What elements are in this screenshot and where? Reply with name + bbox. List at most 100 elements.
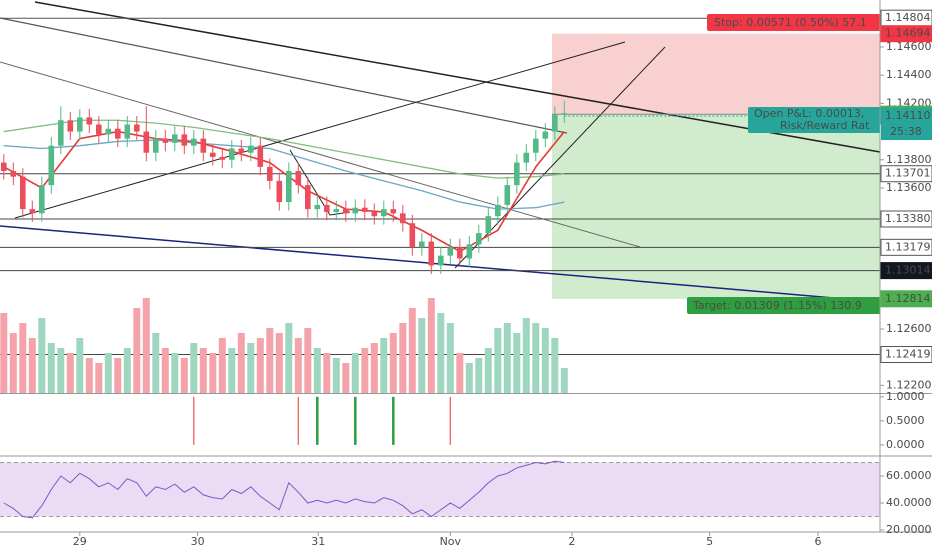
y-tick-label: 20.0000 — [886, 523, 932, 536]
candle-body — [552, 114, 558, 132]
candle-body — [447, 247, 454, 256]
volume-bar — [171, 353, 179, 393]
candle-body — [438, 255, 444, 266]
volume-bar — [275, 333, 283, 393]
candle-body — [485, 216, 492, 234]
candle-body — [39, 185, 45, 214]
level-label: 1.14110 — [885, 109, 931, 122]
volume-bar — [313, 348, 321, 393]
candle-body — [371, 211, 378, 217]
candle-body — [495, 204, 501, 217]
moving-average — [3, 139, 565, 210]
volume-bar — [256, 338, 264, 393]
volume-bar — [370, 343, 378, 393]
volume-bar — [85, 358, 93, 393]
candle-body — [48, 145, 55, 186]
volume-bar — [541, 328, 549, 393]
volume-bar — [209, 353, 217, 393]
x-tick-label: 6 — [814, 535, 821, 548]
candle-body — [504, 185, 511, 205]
volume-bar — [247, 343, 255, 393]
pnl-label-box — [748, 107, 880, 133]
candle-body — [77, 117, 83, 132]
volume-bar — [484, 348, 492, 393]
volume-bar — [114, 358, 122, 393]
stop-label-box — [707, 14, 880, 31]
volume-bar — [475, 358, 483, 393]
level-label-box — [880, 165, 932, 183]
candle-body — [248, 145, 254, 153]
x-tick-label: Nov — [440, 535, 462, 548]
volume-bar — [551, 338, 559, 393]
volume-bar — [380, 338, 388, 393]
level-label: 1.12814 — [885, 292, 931, 305]
background — [0, 33, 880, 517]
candle-body — [229, 148, 235, 160]
candle-body — [10, 171, 17, 177]
volume-bar — [228, 348, 236, 393]
volume-bar — [123, 348, 131, 393]
candle-body — [29, 209, 36, 214]
candle-body — [210, 152, 216, 157]
y-tick-label: 1.13800 — [886, 153, 932, 166]
candle-body — [333, 209, 340, 212]
candle-body — [523, 152, 530, 163]
volume-bar — [560, 368, 568, 393]
x-tick-label: 5 — [706, 535, 713, 548]
level-label-box — [880, 290, 932, 308]
candle-body — [286, 171, 292, 203]
volume-bar — [408, 308, 416, 393]
candle-body — [200, 138, 207, 153]
volume-bar — [503, 323, 511, 393]
level-label-box — [880, 346, 932, 364]
candle-body — [352, 207, 359, 214]
countdown: 25:38 — [890, 125, 922, 138]
volume-bar — [47, 343, 55, 393]
candle-body — [153, 138, 159, 153]
candle-body — [381, 209, 387, 217]
volume-bar — [9, 333, 17, 393]
x-tick-label: 31 — [311, 535, 325, 548]
volume-bar — [323, 353, 331, 393]
volume-bar — [161, 348, 169, 393]
level-label-box — [880, 238, 932, 256]
candle-body — [305, 185, 311, 210]
candle-body — [115, 128, 121, 139]
volume-bar — [456, 353, 464, 393]
trend-line — [0, 61, 641, 248]
candle-body — [419, 241, 425, 248]
volume-bar — [427, 298, 435, 393]
volume-bar — [285, 323, 293, 393]
target-label: Target: 0.01309 (1.15%) 130.9 — [692, 299, 862, 312]
candle-body — [219, 156, 226, 160]
volume-bar — [28, 338, 36, 393]
candle-body — [409, 223, 416, 248]
y-tick-label: 40.0000 — [886, 496, 932, 509]
x-tick-label: 30 — [191, 535, 205, 548]
candle-body — [362, 207, 368, 212]
candle-body — [324, 204, 330, 212]
volume-bar — [294, 338, 302, 393]
volume-bar — [513, 333, 521, 393]
rsi-line — [3, 460, 565, 519]
candle-body — [476, 233, 482, 245]
candle-body — [514, 162, 520, 186]
candle-body — [191, 138, 197, 146]
candle-body — [466, 244, 473, 259]
candle-body — [1, 162, 7, 172]
level-label: 1.14694 — [885, 27, 931, 40]
volume-bar — [399, 323, 407, 393]
volume-bar — [437, 313, 445, 393]
candle-body — [86, 117, 93, 125]
volume-bar — [152, 333, 160, 393]
volume-bar — [342, 363, 350, 393]
level-label: 1.13701 — [885, 167, 931, 180]
y-tick-label: 1.14600 — [886, 40, 932, 53]
stop-label: Stop: 0.00571 (0.50%) 57.1 — [714, 16, 867, 29]
candle-body — [257, 145, 264, 167]
volume-bar — [494, 328, 502, 393]
volume-bar — [465, 363, 473, 393]
level-label: 1.13179 — [885, 240, 931, 253]
candle-body — [314, 204, 321, 210]
